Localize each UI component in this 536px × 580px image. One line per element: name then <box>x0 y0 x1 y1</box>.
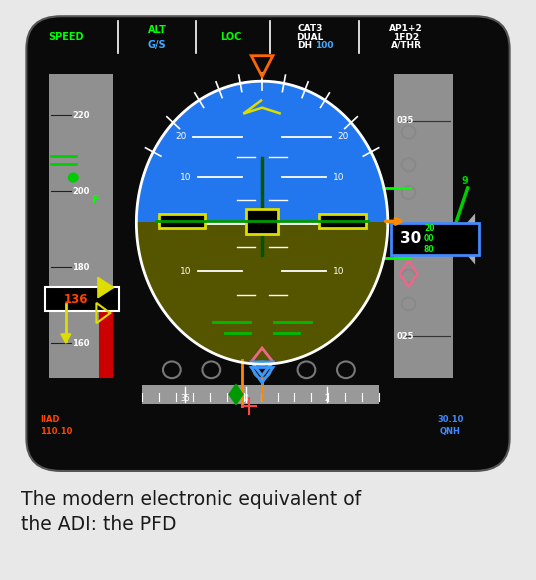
FancyBboxPatch shape <box>159 215 205 229</box>
FancyBboxPatch shape <box>99 297 113 378</box>
Text: 35: 35 <box>180 394 190 403</box>
Text: SPEED: SPEED <box>48 32 84 42</box>
Polygon shape <box>136 81 388 223</box>
Text: AP1+2: AP1+2 <box>389 24 423 33</box>
Text: 2: 2 <box>324 394 329 403</box>
Text: F: F <box>92 195 99 205</box>
Text: 160: 160 <box>72 339 90 347</box>
Text: 0: 0 <box>244 394 249 403</box>
Text: 30.10: 30.10 <box>437 415 464 425</box>
Text: 180: 180 <box>72 263 90 271</box>
Text: 00: 00 <box>424 234 435 244</box>
Text: 025: 025 <box>397 332 414 341</box>
Polygon shape <box>229 384 243 405</box>
Text: DH: DH <box>297 41 312 50</box>
FancyBboxPatch shape <box>49 74 113 378</box>
Text: 110.10: 110.10 <box>40 426 72 436</box>
FancyBboxPatch shape <box>26 16 510 471</box>
Text: 035: 035 <box>397 116 414 125</box>
Text: CAT3: CAT3 <box>297 24 323 33</box>
Text: IIAD: IIAD <box>40 415 59 425</box>
Text: DUAL: DUAL <box>296 32 324 42</box>
Text: 100: 100 <box>315 41 333 50</box>
Polygon shape <box>61 334 71 343</box>
Text: 10: 10 <box>333 173 344 182</box>
Text: 10: 10 <box>180 173 191 182</box>
Text: A/THR: A/THR <box>391 41 422 50</box>
Text: 220: 220 <box>72 111 90 119</box>
Text: G/S: G/S <box>148 39 166 49</box>
FancyBboxPatch shape <box>319 215 366 229</box>
FancyBboxPatch shape <box>391 223 479 255</box>
Text: 136: 136 <box>63 293 88 306</box>
Text: The modern electronic equivalent of
the ADI: the PFD: The modern electronic equivalent of the … <box>21 490 362 534</box>
Polygon shape <box>453 213 475 264</box>
Text: 1FD2: 1FD2 <box>393 32 419 42</box>
FancyBboxPatch shape <box>44 287 118 311</box>
Text: 20: 20 <box>424 224 435 233</box>
Text: 10: 10 <box>180 267 191 276</box>
Polygon shape <box>136 223 388 364</box>
Text: 30: 30 <box>400 231 422 246</box>
FancyBboxPatch shape <box>247 209 278 234</box>
Polygon shape <box>98 277 114 298</box>
Text: 10: 10 <box>333 267 344 276</box>
FancyBboxPatch shape <box>394 74 453 378</box>
Text: QNH: QNH <box>440 426 461 436</box>
FancyBboxPatch shape <box>142 385 379 404</box>
Text: ALT: ALT <box>147 25 167 35</box>
Text: 20: 20 <box>338 132 349 142</box>
Text: 20: 20 <box>175 132 187 142</box>
Circle shape <box>68 172 79 183</box>
Text: 80: 80 <box>424 245 435 253</box>
Text: 200: 200 <box>72 187 90 195</box>
Text: LOC: LOC <box>220 32 242 42</box>
Text: 9: 9 <box>462 176 468 186</box>
